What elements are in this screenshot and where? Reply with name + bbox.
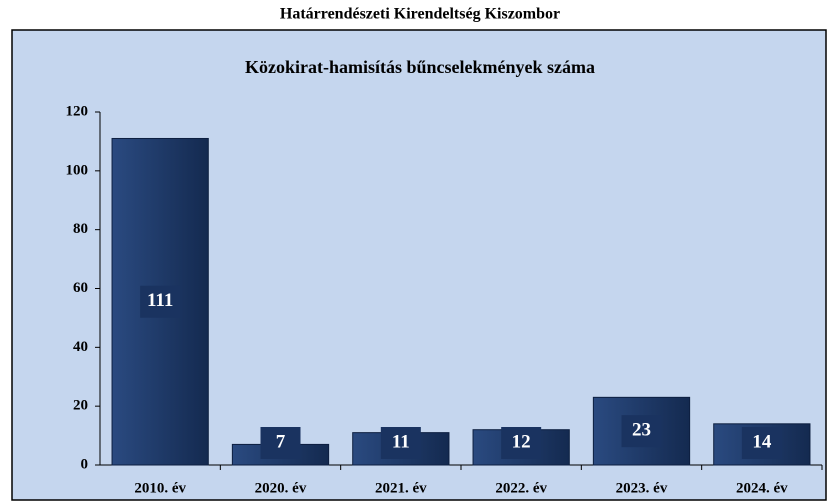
x-tick-label: 2022. év xyxy=(495,480,547,496)
x-tick-label: 2023. év xyxy=(616,480,668,496)
value-label: 7 xyxy=(276,431,286,452)
chart-title: Közokirat-hamisítás bűncselekmények szám… xyxy=(245,57,595,77)
y-tick-label: 80 xyxy=(73,221,88,237)
value-label-box xyxy=(380,427,421,459)
header: Határrendészeti Kirendeltség Kiszombor xyxy=(280,6,560,23)
value-label-box xyxy=(741,427,782,459)
value-label: 11 xyxy=(392,431,410,452)
value-label-box xyxy=(501,427,542,459)
x-tick-label: 2010. év xyxy=(134,480,186,496)
value-label: 111 xyxy=(147,290,173,311)
value-label-box xyxy=(260,427,301,459)
x-tick-label: 2020. év xyxy=(255,480,307,496)
y-tick-label: 20 xyxy=(73,398,88,414)
value-label-box xyxy=(140,285,181,318)
y-tick-label: 40 xyxy=(73,339,88,355)
y-tick-label: 100 xyxy=(66,162,89,178)
value-label: 14 xyxy=(752,431,772,452)
x-tick-label: 2024. év xyxy=(736,480,788,496)
value-label-box xyxy=(621,415,662,448)
value-label: 23 xyxy=(632,420,651,441)
y-tick-label: 0 xyxy=(81,456,89,472)
y-tick-label: 120 xyxy=(66,103,89,119)
value-label: 12 xyxy=(512,431,531,452)
y-tick-label: 60 xyxy=(73,280,88,296)
x-tick-label: 2021. év xyxy=(375,480,427,496)
